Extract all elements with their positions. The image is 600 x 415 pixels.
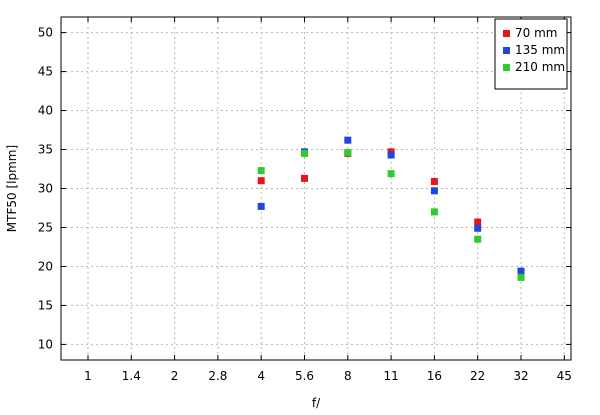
point-70mm-f16 [430, 177, 438, 185]
y-tick-label: 10 [38, 337, 53, 351]
point-210mm-f11 [387, 170, 395, 178]
y-axis-title: MTF50 [lpmm] [5, 145, 19, 232]
tick-labels: 1 1.4 2 2.8 4 5.6 8 11 16 22 32 45 10 15 20 25 30 35 40 45 5… [38, 26, 572, 383]
x-tick-label: 1 [84, 369, 92, 383]
point-210mm-f8 [344, 149, 352, 157]
legend: 70 mm 135 mm 210 mm [494, 18, 568, 90]
legend-swatch-70mm [503, 30, 510, 37]
point-135mm-f16 [430, 187, 438, 195]
point-210mm-f32 [517, 273, 525, 281]
x-tick-label: 2.8 [208, 369, 227, 383]
point-70mm-f22 [474, 218, 482, 226]
x-tick-label: 5.6 [295, 369, 314, 383]
point-135mm-f22 [474, 224, 482, 232]
legend-label-210mm: 210 mm [515, 60, 565, 74]
point-210mm-f16 [430, 208, 438, 216]
x-tick-label: 8 [344, 369, 352, 383]
legend-label-70mm: 70 mm [515, 26, 557, 40]
grid [61, 17, 571, 360]
point-70mm-f5.6 [301, 174, 308, 182]
x-tick-label: 1.4 [122, 369, 141, 383]
x-tick-label: 4 [257, 369, 265, 383]
y-tick-label: 45 [38, 65, 53, 79]
point-135mm-f8 [344, 136, 352, 144]
legend-label-135mm: 135 mm [515, 43, 565, 57]
point-210mm-f5.6 [301, 149, 308, 157]
point-135mm-f11 [387, 151, 395, 159]
data-points [257, 136, 525, 281]
x-tick-label: 11 [383, 369, 398, 383]
point-210mm-f4 [257, 167, 265, 175]
x-axis-title: f/ [312, 396, 321, 410]
point-70mm-f4 [257, 177, 265, 185]
y-tick-label: 30 [38, 182, 53, 196]
y-tick-label: 50 [38, 26, 53, 40]
x-tick-label: 2 [171, 369, 179, 383]
point-135mm-f32 [517, 267, 525, 275]
y-tick-label: 15 [38, 298, 53, 312]
y-tick-label: 40 [38, 104, 53, 118]
x-tick-label: 16 [427, 369, 442, 383]
point-135mm-f4 [257, 202, 265, 210]
y-tick-label: 20 [38, 259, 53, 273]
y-tick-label: 25 [38, 220, 53, 234]
x-tick-label: 45 [557, 369, 572, 383]
x-tick-label: 32 [513, 369, 528, 383]
legend-swatch-135mm [503, 47, 510, 54]
y-tick-label: 35 [38, 143, 53, 157]
x-tick-label: 22 [470, 369, 485, 383]
point-210mm-f22 [474, 235, 482, 243]
legend-swatch-210mm [503, 64, 510, 71]
